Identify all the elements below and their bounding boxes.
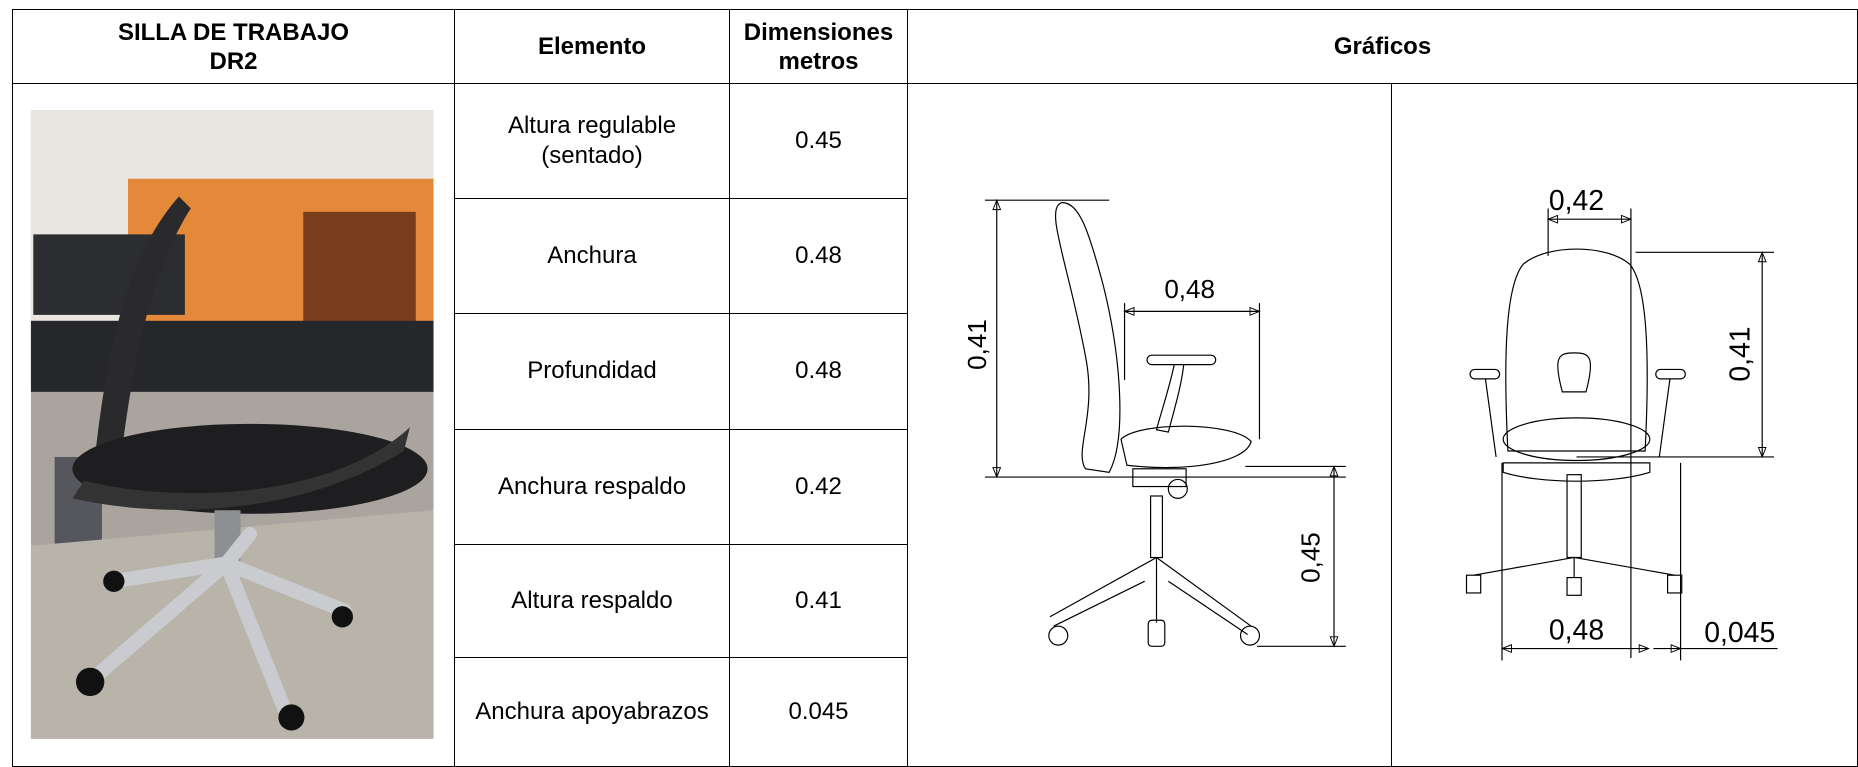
- value-cell: 0.42: [729, 428, 908, 545]
- dimension-label: 0,48: [1164, 274, 1215, 304]
- title-line: DR2: [209, 47, 258, 75]
- side-view-cell: 0,41 0,48 0,45: [907, 83, 1392, 767]
- title-cell: SILLA DE TRABAJO DR2: [12, 9, 455, 84]
- title-line: SILLA DE TRABAJO: [117, 18, 350, 46]
- chair-photo: [30, 110, 434, 739]
- element-cell: Anchura respaldo: [454, 428, 730, 545]
- value-cell: 0.48: [729, 313, 908, 430]
- element-cell: Anchura: [454, 197, 730, 314]
- dimension-label: 0,41: [1725, 326, 1757, 381]
- value-cell: 0.41: [729, 543, 908, 659]
- element-cell: Anchura apoyabrazos: [454, 657, 730, 767]
- dimension-label: 0,42: [1549, 185, 1604, 217]
- value-cell: 0.45: [729, 83, 908, 199]
- front-view-drawing: 0,42 0,41 0,48 0,045: [1465, 185, 1778, 661]
- dimension-label: 0,41: [962, 319, 992, 370]
- photo-cell: [12, 83, 455, 767]
- spec-table: SILLA DE TRABAJO DR2 Elemento Dimensiones…: [12, 9, 1858, 767]
- value-cell: 0.045: [729, 657, 908, 767]
- element-cell: Altura regulable (sentado): [454, 83, 730, 199]
- header-cell: Elemento: [454, 9, 730, 84]
- value-cell: 0.48: [729, 197, 908, 314]
- dimension-label: 0,45: [1296, 532, 1326, 583]
- header-cell: Dimensiones metros: [729, 9, 908, 84]
- dimension-label: 0,48: [1549, 614, 1604, 646]
- header-cell: Gráficos: [907, 9, 1858, 84]
- side-view-drawing: 0,41 0,48 0,45: [962, 84, 1346, 766]
- front-view-cell: 0,42 0,41 0,48 0,045: [1391, 83, 1858, 767]
- element-cell: Profundidad: [454, 313, 730, 430]
- element-cell: Altura respaldo: [454, 543, 730, 659]
- dimension-label: 0,045: [1704, 617, 1775, 649]
